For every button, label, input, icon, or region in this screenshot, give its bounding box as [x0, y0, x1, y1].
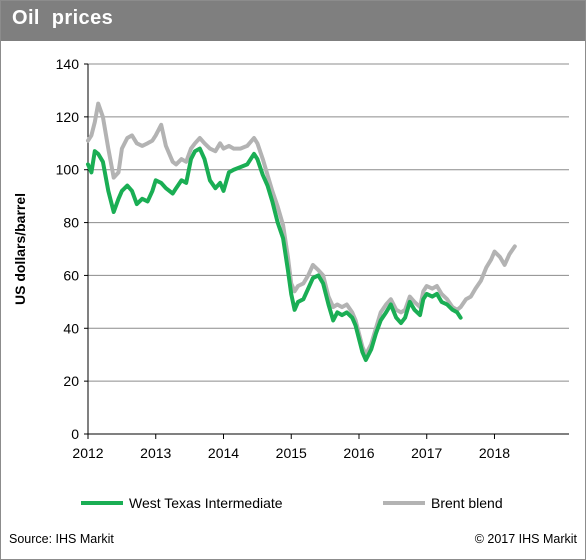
x-tick-label: 2017: [411, 445, 442, 461]
series-line-brent: [86, 101, 517, 357]
y-tick-label: 0: [71, 426, 79, 442]
x-tick-label: 2014: [208, 445, 239, 461]
series-line-wti: [86, 146, 463, 362]
legend-label-brent: Brent blend: [431, 495, 503, 511]
copyright-note: © 2017 IHS Markit: [474, 532, 577, 546]
y-tick-label: 140: [56, 56, 80, 72]
x-tick-label: 2013: [140, 445, 171, 461]
x-tick-label: 2018: [479, 445, 510, 461]
y-tick-label: 40: [63, 320, 79, 336]
y-tick-label: 60: [63, 267, 79, 283]
legend-label-wti: West Texas Intermediate: [129, 495, 283, 511]
legend: West Texas Intermediate Brent blend: [81, 495, 503, 511]
x-tick-label: 2016: [343, 445, 374, 461]
title-bar: Oil prices: [1, 1, 585, 41]
y-axis-title: US dollars/barrel: [12, 193, 28, 305]
x-tick-label: 2012: [72, 445, 103, 461]
source-note: Source: IHS Markit: [9, 532, 114, 546]
y-tick-label: 100: [56, 162, 80, 178]
series-lines: [86, 101, 517, 362]
axes: 0 20 40 60 80 100 120 140 2012 2013 2014 2015 2016 20…: [12, 56, 569, 461]
y-tick-label: 20: [63, 373, 79, 389]
y-tick-label: 80: [63, 215, 79, 231]
x-tick-label: 2015: [276, 445, 307, 461]
chart-title: Oil prices: [12, 7, 114, 29]
y-tick-label: 120: [56, 109, 80, 125]
gridlines: [88, 63, 569, 382]
line-chart: 0 20 40 60 80 100 120 140 2012 2013 2014 2015 2016 20…: [12, 56, 569, 511]
